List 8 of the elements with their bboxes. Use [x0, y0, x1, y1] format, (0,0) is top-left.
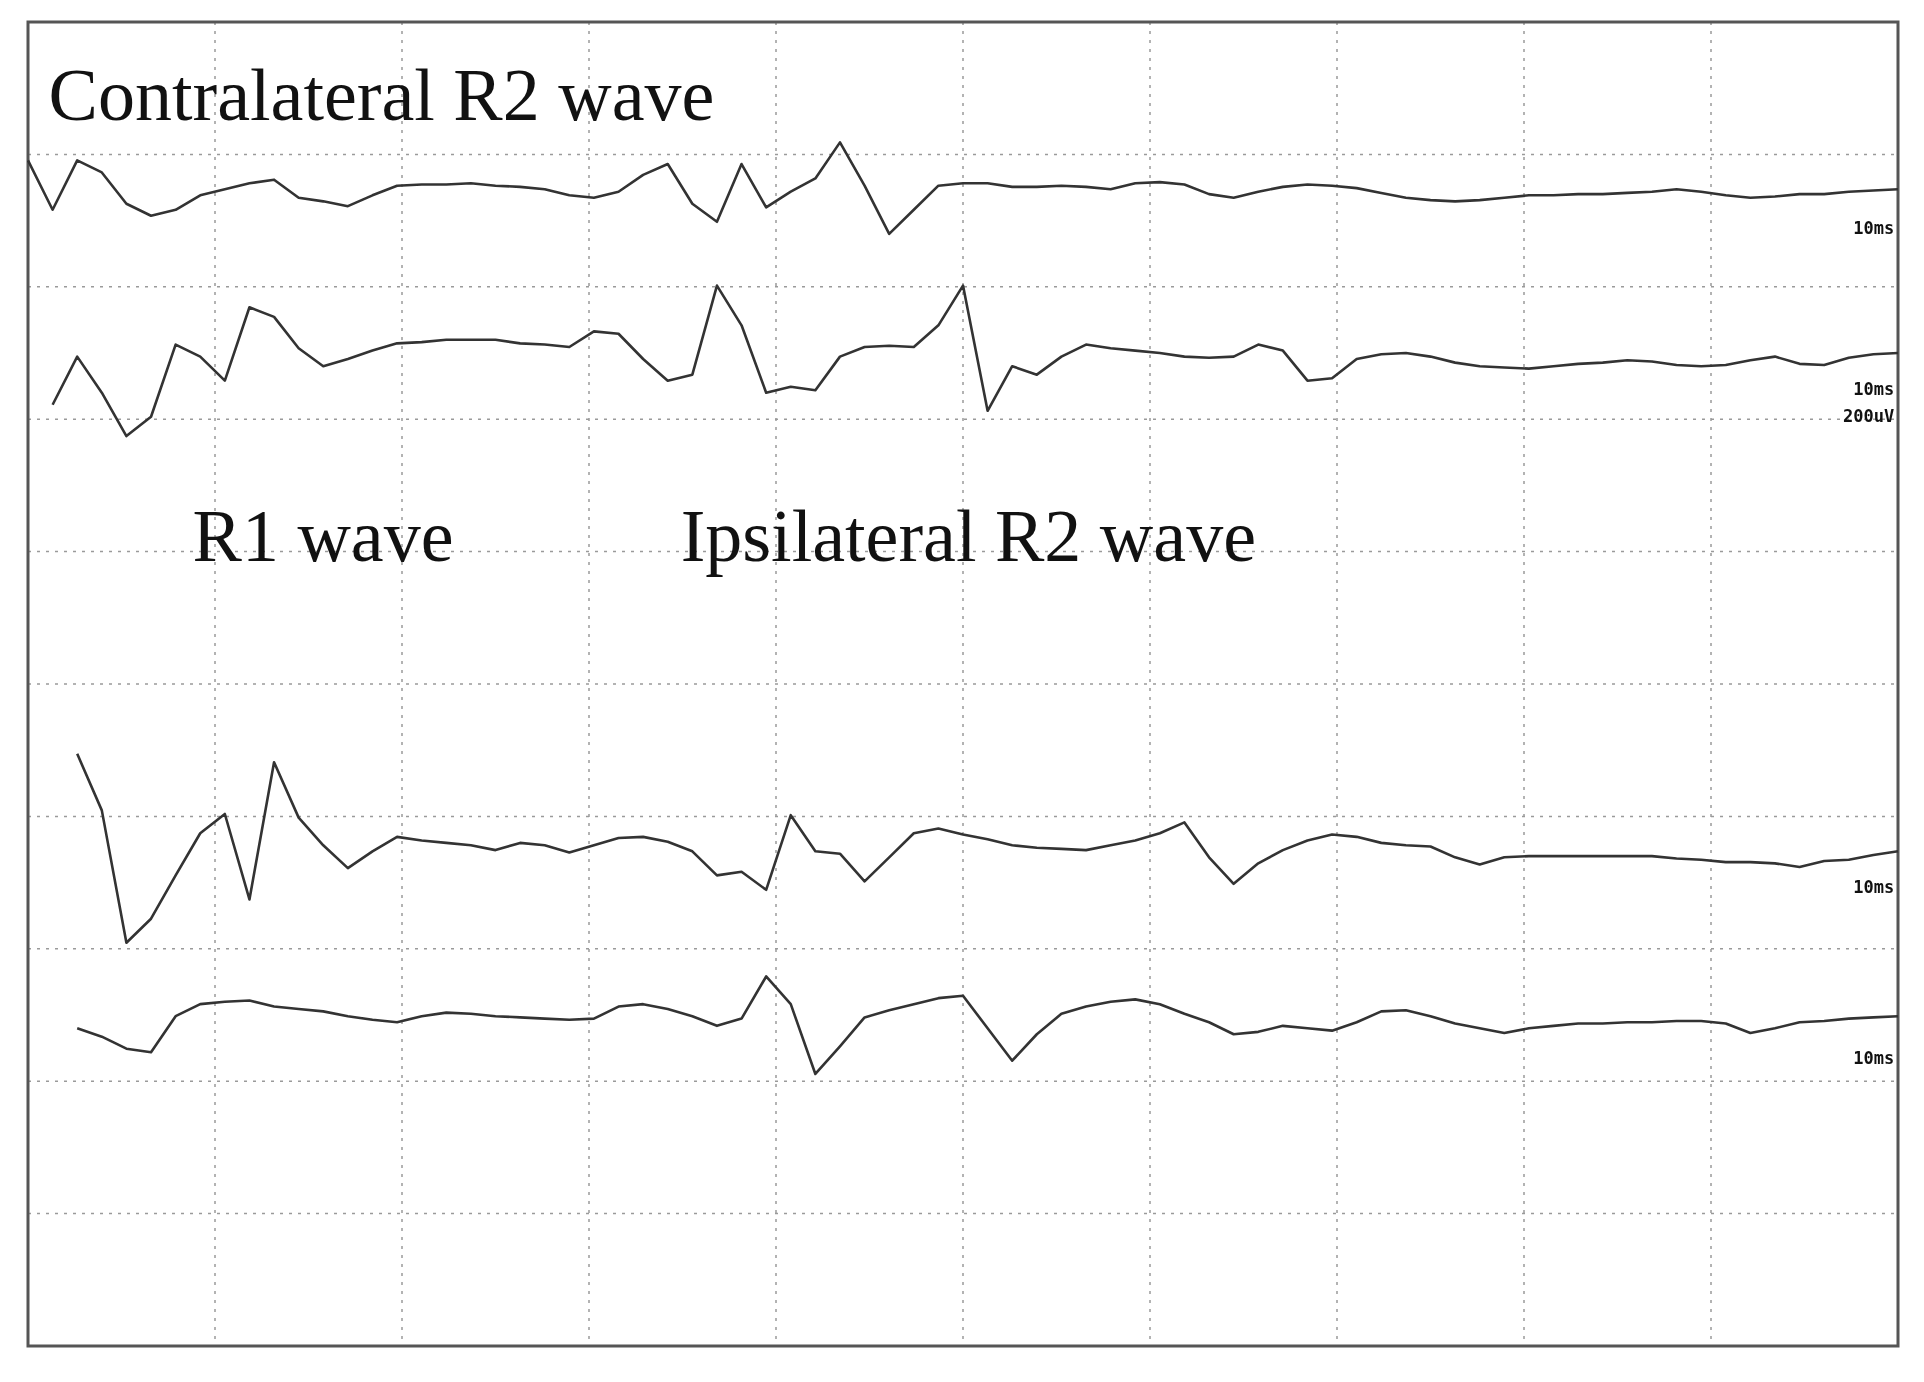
annotation: R1 wave: [192, 494, 454, 577]
annotation: 10ms: [1853, 877, 1895, 898]
annotation: Ipsilateral R2 wave: [680, 494, 1256, 577]
annotation: 10ms: [1853, 1047, 1895, 1068]
annotation: 200uV: [1843, 405, 1895, 426]
annotation: 10ms: [1853, 379, 1895, 400]
text: Contralateral R2 wave: [48, 53, 715, 136]
annotation: 10ms: [1853, 217, 1895, 238]
